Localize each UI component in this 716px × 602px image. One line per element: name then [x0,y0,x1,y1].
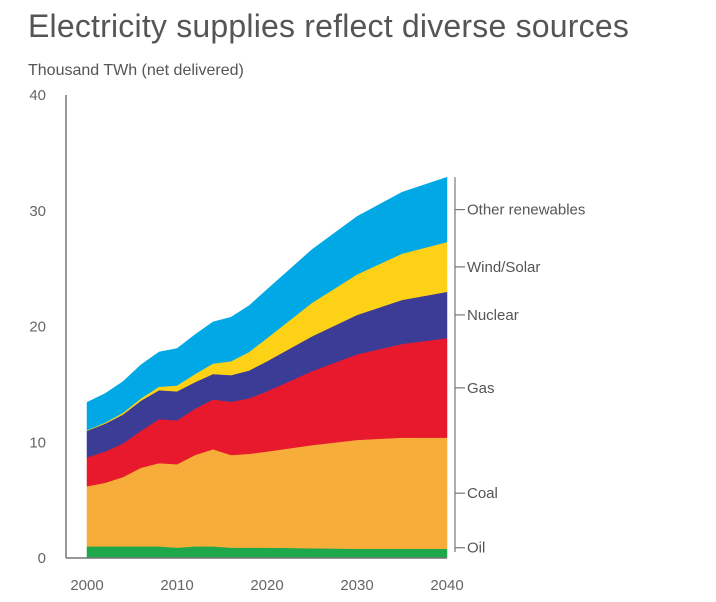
area-layers [86,176,448,559]
x-tick-label: 2040 [430,577,463,594]
y-tick-label: 10 [29,434,46,451]
series-label: Other renewables [467,202,585,219]
series-label: Oil [467,540,485,557]
y-tick-label: 30 [29,203,46,220]
series-label: Nuclear [467,307,519,324]
series-label: Gas [467,380,495,397]
x-tick-label: 2010 [160,577,193,594]
y-tick-label: 0 [38,550,46,567]
y-tick-label: 20 [29,319,46,336]
series-labels: Oil Coal Gas Nuclear Wind/Solar Other renewab… [454,177,585,557]
area-other-renewables [86,176,448,431]
series-label: Wind/Solar [467,259,540,276]
x-tick-label: 2000 [70,577,103,594]
x-tick-label: 2030 [340,577,373,594]
series-label: Coal [467,485,498,502]
y-tick-label: 40 [29,87,46,104]
chart-subtitle: Thousand TWh (net delivered) [28,62,244,79]
x-tick-label: 2020 [250,577,283,594]
chart-title: Electricity supplies reflect diverse sou… [28,8,630,44]
